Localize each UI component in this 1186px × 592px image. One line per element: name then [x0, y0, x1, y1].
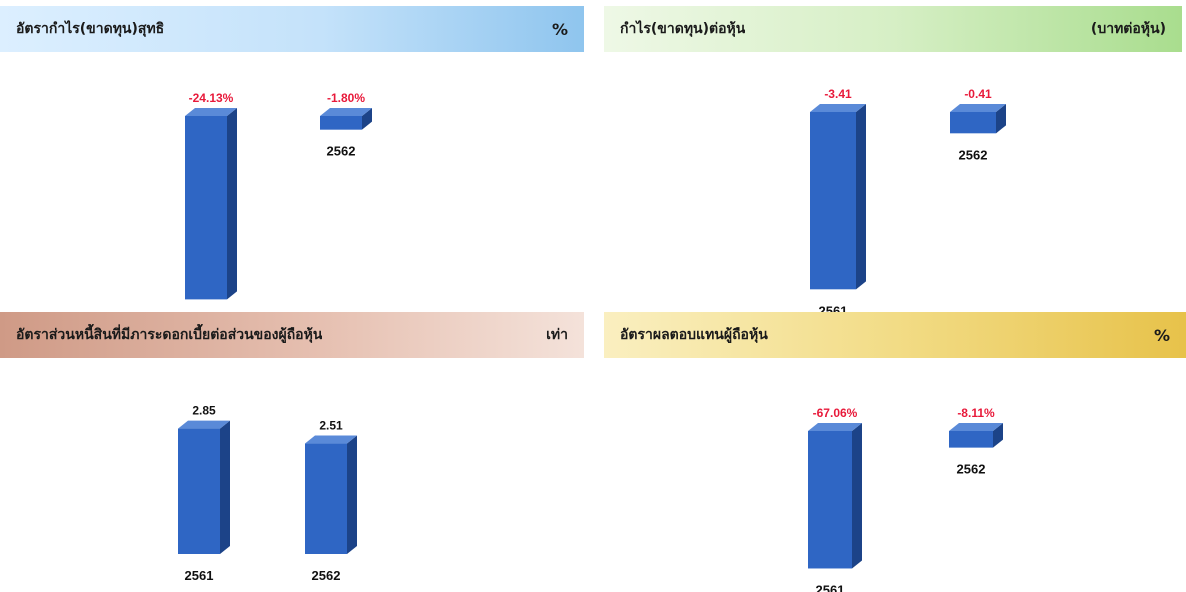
- value-label: -1.80%: [327, 91, 365, 105]
- value-label: -8.11%: [957, 406, 995, 420]
- bar-side-face: [852, 423, 862, 569]
- bar-side-face: [220, 420, 230, 554]
- category-label: 2561: [185, 568, 214, 583]
- value-label: 2.85: [192, 404, 216, 418]
- panel-header: อัตราผลตอบแทนผู้ถือหุ้น %: [604, 312, 1186, 358]
- category-label: 2562: [327, 144, 356, 159]
- bar-side-face: [996, 104, 1006, 134]
- bar-front-face: [808, 431, 852, 569]
- bar-top-face: [808, 423, 862, 431]
- category-label: 2561: [816, 582, 845, 592]
- bar-side-face: [993, 423, 1003, 448]
- panel-title: อัตราผลตอบแทนผู้ถือหุ้น: [620, 327, 768, 343]
- bar-side-face: [362, 108, 372, 130]
- unit-label: %: [1153, 325, 1170, 345]
- bar-2561: [808, 423, 862, 569]
- bar-top-face: [810, 104, 866, 112]
- bar-top-face: [178, 420, 230, 429]
- bar-top-face: [950, 104, 1006, 112]
- bar-2561: [185, 108, 237, 300]
- bar-side-face: [856, 104, 866, 290]
- bar-front-face: [810, 112, 856, 290]
- panel-header: กำไร(ขาดทุน)ต่อหุ้น (บาทต่อหุ้น): [604, 6, 1182, 52]
- category-label: 2562: [957, 462, 986, 477]
- panel-title: กำไร(ขาดทุน)ต่อหุ้น: [620, 21, 746, 37]
- value-label: -3.41: [824, 87, 852, 101]
- unit-label: (บาทต่อหุ้น): [1090, 21, 1166, 37]
- value-label: -0.41: [964, 87, 992, 101]
- panel-net-profit-margin: อัตรากำไร(ขาดทุน)สุทธิ % -24.13%2561-1.8…: [0, 6, 584, 328]
- bar-front-face: [305, 443, 347, 554]
- bar-2562: [949, 423, 1003, 448]
- bar-front-face: [949, 431, 993, 448]
- panel-return-on-equity: อัตราผลตอบแทนผู้ถือหุ้น % -67.06% 2561 -8.…: [604, 312, 1186, 592]
- value-label: -24.13%: [189, 91, 234, 105]
- value-label: -67.06%: [813, 406, 858, 420]
- category-label: 2562: [312, 568, 341, 583]
- panel-debt-to-equity: อัตราส่วนหนี้สินที่มีภาระดอกเบี้ยต่อส่วน…: [0, 312, 584, 592]
- panel-header: อัตรากำไร(ขาดทุน)สุทธิ %: [0, 6, 584, 52]
- bar-chart: -24.13%2561-1.80%2562: [185, 91, 372, 328]
- bar-2562: [305, 435, 357, 554]
- bar-top-face: [185, 108, 237, 116]
- panel-header: อัตราส่วนหนี้สินที่มีภาระดอกเบี้ยต่อส่วน…: [0, 312, 584, 358]
- panel-title: อัตรากำไร(ขาดทุน)สุทธิ: [16, 21, 165, 37]
- bar-top-face: [320, 108, 372, 116]
- unit-label: เท่า: [546, 327, 568, 343]
- bar-side-face: [227, 108, 237, 300]
- bar-2561: [810, 104, 866, 290]
- bar-2562: [320, 108, 372, 130]
- unit-label: %: [551, 19, 568, 39]
- bar-front-face: [178, 428, 220, 554]
- bar-2562: [950, 104, 1006, 134]
- bar-side-face: [347, 435, 357, 554]
- panel-earnings-per-share: กำไร(ขาดทุน)ต่อหุ้น (บาทต่อหุ้น) -3.41 25…: [604, 6, 1182, 318]
- bar-top-face: [305, 435, 357, 444]
- bar-front-face: [950, 112, 996, 134]
- panel-title: อัตราส่วนหนี้สินที่มีภาระดอกเบี้ยต่อส่วน…: [16, 327, 323, 343]
- bar-chart: 2.85 2561 2.51 2562: [178, 404, 357, 583]
- bar-front-face: [320, 116, 362, 130]
- bar-chart: -67.06% 2561 -8.11% 2562: [808, 406, 1003, 592]
- value-label: 2.51: [319, 419, 343, 433]
- bar-2561: [178, 420, 230, 554]
- category-label: 2562: [959, 147, 988, 162]
- bar-top-face: [949, 423, 1003, 431]
- bar-front-face: [185, 116, 227, 300]
